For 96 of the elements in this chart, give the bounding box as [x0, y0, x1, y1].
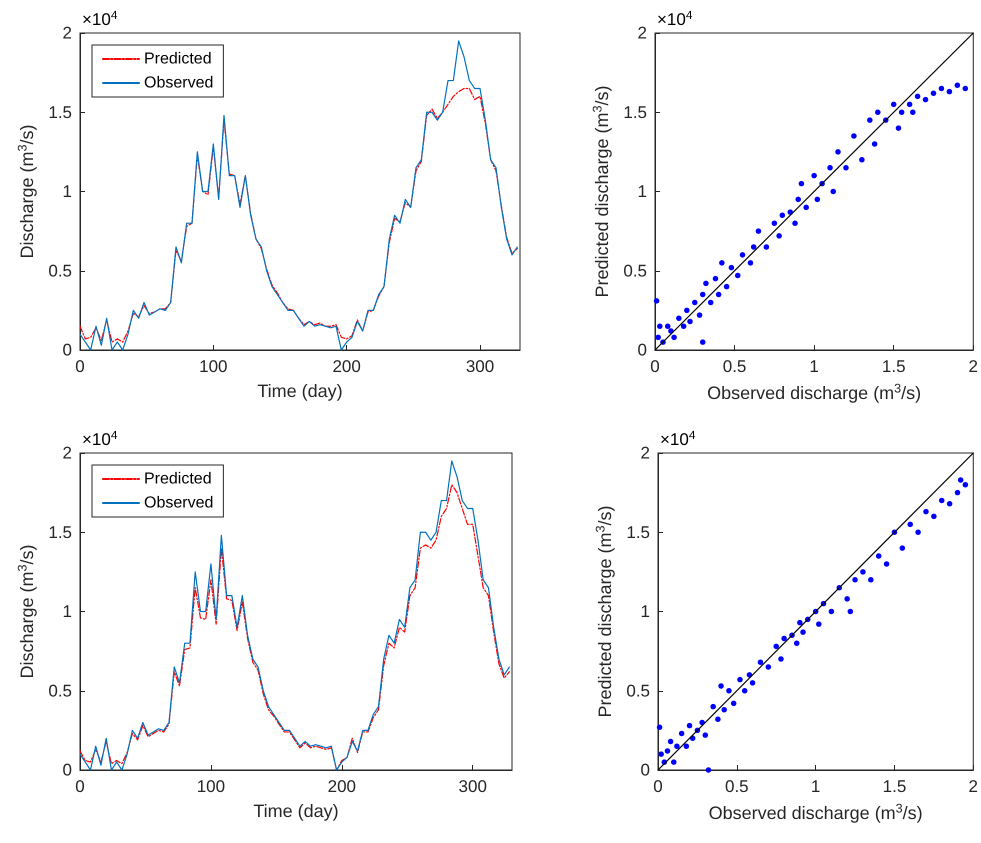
- point: [718, 683, 724, 689]
- x-tick-label: 300: [458, 777, 487, 796]
- x-tick-label: 1.5: [882, 357, 906, 376]
- point: [931, 514, 937, 520]
- point: [794, 640, 800, 646]
- y-tick-label: 1.5: [48, 522, 72, 542]
- y-tick-label: 0: [640, 760, 650, 780]
- point: [800, 629, 806, 635]
- y-tick-label: 0: [62, 760, 72, 780]
- y-tick-label: 2: [640, 444, 650, 462]
- y-axis-title: Discharge (m3/s): [16, 544, 37, 679]
- point: [766, 664, 772, 670]
- line-series: [79, 40, 518, 351]
- point: [721, 707, 727, 713]
- point: [715, 716, 721, 722]
- line-series: [79, 88, 518, 343]
- x-tick-label: 0: [75, 777, 85, 796]
- point: [702, 732, 708, 738]
- y-tick-label: 1.5: [48, 102, 72, 122]
- point: [706, 767, 712, 773]
- y-tick-label: 0.5: [623, 261, 647, 280]
- y-tick-label: 2: [62, 24, 72, 42]
- point: [781, 636, 787, 642]
- y-tick-label: 1.5: [626, 522, 650, 542]
- point: [828, 608, 834, 614]
- y-tick-label: 1: [638, 182, 647, 201]
- point: [962, 482, 968, 488]
- point: [954, 490, 960, 496]
- point: [860, 569, 866, 575]
- y-tick-label: 0.5: [48, 261, 72, 280]
- y-axis-title: Predicted discharge (m3/s): [590, 85, 612, 298]
- point: [900, 545, 906, 551]
- point: [664, 748, 670, 754]
- point: [852, 577, 858, 583]
- point: [868, 577, 874, 583]
- x-tick-label: 0: [75, 357, 85, 376]
- point: [816, 621, 822, 627]
- x-tick-label: 100: [196, 777, 226, 796]
- x-tick-label: 2: [968, 777, 978, 796]
- x-tick-label: 0.5: [722, 357, 746, 376]
- y-tick-label: 2: [638, 24, 647, 42]
- y-tick-label: 1.5: [623, 102, 647, 122]
- point: [876, 553, 882, 559]
- point: [797, 620, 803, 626]
- point: [668, 738, 674, 744]
- y-tick-label: 1: [62, 602, 72, 621]
- x-tick-label: 2: [968, 357, 978, 376]
- x-tick-label: 200: [332, 357, 361, 376]
- point: [686, 722, 692, 728]
- point: [946, 500, 952, 506]
- point: [671, 759, 677, 765]
- y-tick-label: 0: [62, 340, 72, 360]
- point: [939, 498, 944, 504]
- point: [678, 730, 684, 736]
- x-tick-label: 0.5: [725, 777, 749, 796]
- point: [758, 659, 764, 665]
- point: [958, 477, 964, 483]
- y-tick-label: 1: [62, 182, 72, 201]
- y-tick-label: 0.5: [626, 681, 650, 700]
- point: [884, 561, 890, 567]
- point: [844, 596, 850, 602]
- x-tick-label: 300: [466, 357, 494, 376]
- y-tick-label: 0.5: [48, 681, 72, 700]
- x-tick-label: 1.5: [882, 777, 906, 796]
- y-axis-title: Predicted discharge (m3/s): [594, 505, 615, 718]
- point: [848, 608, 854, 614]
- point: [915, 530, 921, 535]
- point: [656, 724, 662, 730]
- x-tick-label: 200: [328, 777, 356, 796]
- x-tick-label: 1: [809, 357, 819, 376]
- y-tick-label: 1: [640, 602, 650, 621]
- legend-label: Predicted: [144, 50, 212, 68]
- point: [750, 680, 756, 686]
- x-tick-label: 1: [810, 777, 820, 796]
- y-axis-title: Discharge (m3/s): [16, 124, 37, 259]
- point: [730, 700, 736, 706]
- y-tick-label: 2: [62, 444, 72, 462]
- x-axis-title: Time (day): [253, 801, 339, 821]
- point: [674, 743, 680, 749]
- point: [726, 688, 732, 694]
- y-tick-label: 0: [638, 340, 647, 360]
- point: [778, 656, 784, 662]
- point: [737, 676, 743, 682]
- x-tick-label: 0: [653, 777, 663, 796]
- legend-label: Predicted: [144, 470, 212, 488]
- point: [742, 688, 748, 694]
- point: [710, 704, 716, 710]
- point: [658, 751, 664, 757]
- legend-label: Observed: [144, 74, 214, 92]
- x-axis-title: Time (day): [257, 381, 343, 401]
- point: [684, 743, 690, 749]
- point: [907, 522, 913, 528]
- x-tick-label: 100: [199, 357, 228, 376]
- point: [923, 508, 929, 514]
- legend-label: Observed: [144, 494, 214, 512]
- point: [773, 644, 779, 650]
